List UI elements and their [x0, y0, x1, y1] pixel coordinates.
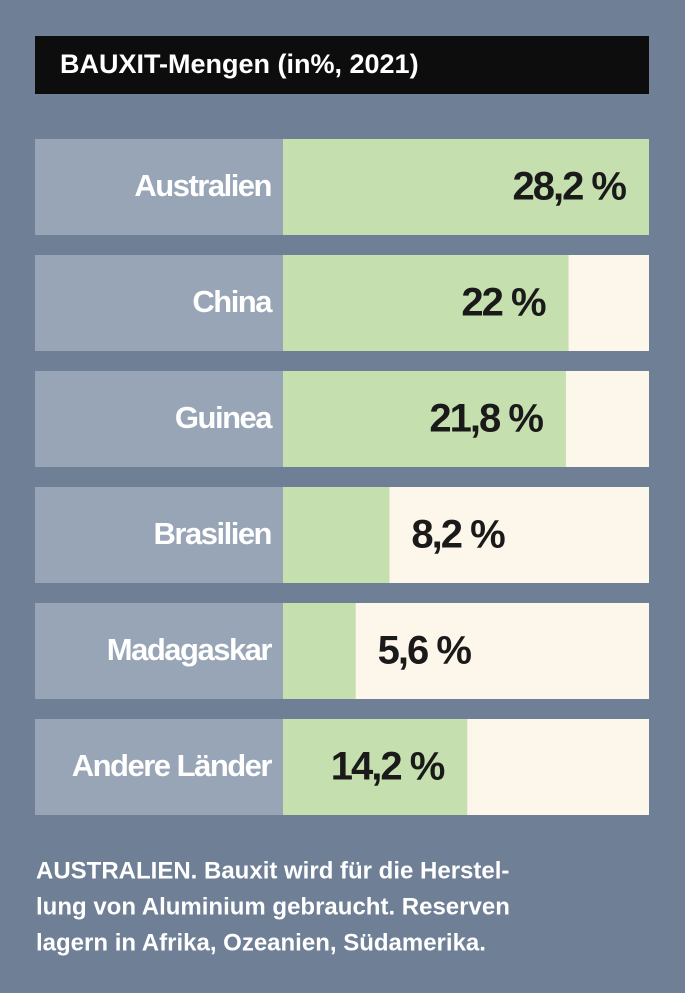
value-label: 28,2 %: [512, 165, 626, 209]
footnote: AUSTRALIEN. Bauxit wird für die Herstel-: [36, 857, 509, 884]
category-label: China: [192, 284, 273, 319]
bar: [283, 371, 566, 467]
title-box: [35, 36, 649, 94]
category-label: Australien: [134, 168, 271, 203]
value-label: 22 %: [461, 281, 546, 325]
category-label: Guinea: [175, 400, 273, 435]
category-label: Andere Länder: [72, 748, 273, 783]
category-label: Madagaskar: [107, 632, 273, 667]
label-cell: [35, 603, 283, 699]
label-cell: [35, 719, 283, 815]
label-cell: [35, 255, 283, 351]
bar: [283, 139, 649, 235]
footnote: lung von Aluminium gebraucht. Reserven: [36, 893, 510, 920]
value-label: 14,2 %: [331, 745, 445, 789]
value-label: 5,6 %: [378, 629, 472, 673]
bar: [283, 255, 569, 351]
footnote: lagern in Afrika, Ozeanien, Südamerika.: [36, 929, 486, 956]
label-cell: [35, 487, 283, 583]
bar: [283, 487, 390, 583]
category-label: Brasilien: [154, 516, 272, 551]
value-label: 8,2 %: [411, 513, 505, 557]
bar: [283, 719, 468, 815]
value-label: 21,8 %: [429, 397, 543, 441]
bar: [283, 603, 356, 699]
label-cell: [35, 139, 283, 235]
chart-title: BAUXIT-Mengen (in%, 2021): [60, 49, 419, 79]
label-cell: [35, 371, 283, 467]
